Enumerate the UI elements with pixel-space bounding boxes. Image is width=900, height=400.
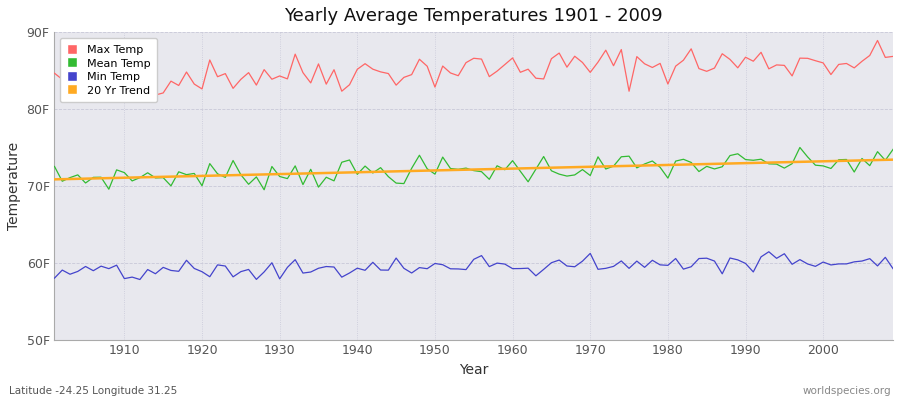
X-axis label: Year: Year	[459, 363, 489, 377]
Y-axis label: Temperature: Temperature	[7, 142, 21, 230]
Title: Yearly Average Temperatures 1901 - 2009: Yearly Average Temperatures 1901 - 2009	[284, 7, 663, 25]
Legend: Max Temp, Mean Temp, Min Temp, 20 Yr Trend: Max Temp, Mean Temp, Min Temp, 20 Yr Tre…	[60, 38, 157, 102]
Text: worldspecies.org: worldspecies.org	[803, 386, 891, 396]
Text: Latitude -24.25 Longitude 31.25: Latitude -24.25 Longitude 31.25	[9, 386, 177, 396]
